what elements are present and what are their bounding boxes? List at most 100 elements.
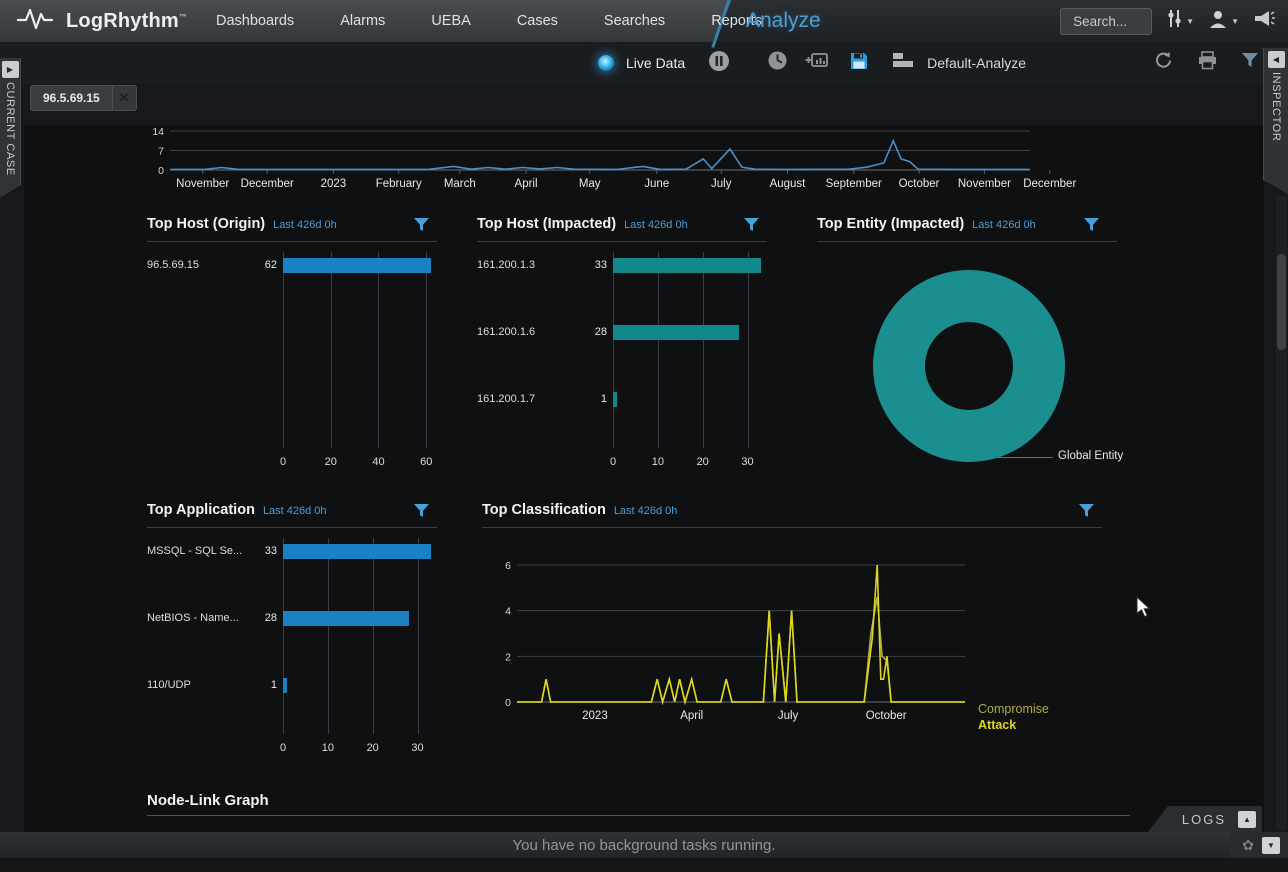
bar-category-label: 161.200.1.6 bbox=[477, 326, 536, 338]
axis-tick-label: 60 bbox=[420, 456, 433, 468]
sliders-icon bbox=[1166, 8, 1183, 34]
x-tick-label: May bbox=[579, 178, 601, 190]
expand-left-icon[interactable]: ◀ bbox=[1268, 51, 1285, 68]
filter-icon[interactable] bbox=[1084, 218, 1099, 237]
gridline bbox=[702, 252, 704, 448]
widget-title: Top Entity (Impacted) bbox=[817, 216, 965, 232]
announcements-button[interactable] bbox=[1253, 9, 1276, 33]
close-icon[interactable]: ✕ bbox=[111, 86, 136, 110]
time-range-button[interactable] bbox=[767, 50, 788, 76]
bar-plot-area bbox=[283, 252, 431, 448]
megaphone-icon bbox=[1253, 9, 1276, 33]
live-data-toggle[interactable]: Live Data bbox=[598, 55, 685, 71]
filter-icon[interactable] bbox=[414, 504, 429, 523]
refresh-button[interactable] bbox=[1154, 51, 1173, 75]
widget-top-classification: Top Classification Last 426d 0h 0 2 4 6 2023… bbox=[482, 502, 1102, 757]
background-tasks-message: You have no background tasks running. bbox=[512, 836, 776, 854]
donut-slice-label: Global Entity bbox=[1058, 450, 1124, 462]
expand-up-icon[interactable]: ▲ bbox=[1238, 810, 1256, 828]
search-input[interactable]: Search... bbox=[1060, 7, 1153, 35]
nav-item-dashboards[interactable]: Dashboards bbox=[216, 13, 295, 29]
dashboard-toolbar: Live Data bbox=[0, 42, 1288, 84]
bar-plot-area bbox=[613, 252, 761, 448]
nav-item-searches[interactable]: Searches bbox=[603, 13, 666, 29]
widget-header: Top Host (Impacted) Last 426d 0h bbox=[477, 216, 767, 242]
time-range-label: Last 426d 0h bbox=[273, 219, 337, 231]
vertical-scrollbar[interactable] bbox=[1276, 196, 1287, 830]
time-range-label: Last 426d 0h bbox=[613, 505, 678, 517]
logo[interactable]: LogRhythm™ bbox=[16, 0, 187, 42]
x-tick-label: November bbox=[176, 178, 229, 190]
widget-header: Top Classification Last 426d 0h bbox=[482, 502, 1102, 528]
nav-item-analyze-active[interactable]: Analyze bbox=[746, 9, 821, 32]
background-tasks-bar: You have no background tasks running. bbox=[0, 832, 1288, 858]
legend-item-attack[interactable]: Attack bbox=[978, 718, 1017, 732]
line-chart[interactable]: 0 2 4 6 2023 April July October bbox=[482, 536, 1102, 748]
nav-item-reports[interactable]: Reports bbox=[711, 13, 762, 29]
filter-icon[interactable] bbox=[744, 218, 759, 237]
donut-chart[interactable] bbox=[873, 270, 1065, 462]
add-widget-button[interactable] bbox=[805, 51, 829, 75]
user-icon bbox=[1208, 9, 1228, 34]
nav-item-alarms[interactable]: Alarms bbox=[340, 13, 386, 29]
axis-tick-label: 30 bbox=[741, 456, 754, 468]
logs-corner-controls: ✿ ▼ bbox=[1230, 832, 1288, 858]
x-axis: 0 20 40 60 bbox=[280, 456, 433, 472]
current-case-label: CURRENT CASE bbox=[4, 82, 16, 176]
filter-button[interactable] bbox=[1242, 53, 1258, 73]
series-line bbox=[517, 596, 965, 706]
print-button[interactable] bbox=[1197, 51, 1218, 75]
bar[interactable] bbox=[283, 544, 431, 559]
bar[interactable] bbox=[613, 325, 739, 340]
x-tick-label: October bbox=[866, 710, 907, 722]
inspector-label: INSPECTOR bbox=[1270, 72, 1282, 142]
logs-panel-tab[interactable]: LOGS ▲ bbox=[1148, 806, 1262, 832]
layout-grid-icon bbox=[893, 53, 915, 73]
x-tick-label: August bbox=[770, 178, 807, 190]
bar[interactable] bbox=[613, 258, 761, 273]
toolbar-center-group: Live Data bbox=[598, 42, 1026, 84]
bar[interactable] bbox=[283, 678, 288, 693]
y-tick-label: 2 bbox=[505, 651, 511, 663]
save-layout-button[interactable] bbox=[849, 51, 869, 76]
user-menu-button[interactable]: ▼ bbox=[1208, 9, 1239, 34]
y-tick-label: 14 bbox=[152, 126, 164, 138]
bar[interactable] bbox=[283, 611, 409, 626]
widget-header: Top Host (Origin) Last 426d 0h bbox=[147, 216, 437, 242]
nav-item-ueba[interactable]: UEBA bbox=[431, 13, 471, 29]
trademark: ™ bbox=[178, 11, 188, 21]
filter-icon[interactable] bbox=[1079, 504, 1094, 523]
bar-category-label: NetBIOS - Name... bbox=[147, 612, 239, 624]
x-tick-label: November bbox=[958, 178, 1011, 190]
time-range-label: Last 426d 0h bbox=[624, 219, 688, 231]
bar-category-label: 161.200.1.3 bbox=[477, 259, 536, 271]
preferences-menu-button[interactable]: ▼ bbox=[1166, 8, 1194, 34]
bar[interactable] bbox=[613, 392, 618, 407]
gear-icon[interactable]: ✿ bbox=[1242, 836, 1254, 853]
nav-item-cases[interactable]: Cases bbox=[516, 13, 558, 29]
toolbar-right-group bbox=[1154, 42, 1258, 84]
x-axis: 0 10 20 30 bbox=[280, 742, 431, 758]
nav-right-cluster: Search... ▼ bbox=[1060, 0, 1276, 42]
filter-chip[interactable]: 96.5.69.15 ✕ bbox=[30, 85, 137, 111]
series-line bbox=[517, 564, 965, 706]
timeline-chart[interactable]: 0 7 14 November December 2023 February March Apr… bbox=[142, 126, 1092, 190]
expand-right-icon[interactable]: ▶ bbox=[2, 61, 19, 78]
bar[interactable] bbox=[283, 258, 431, 273]
widget-title: Top Application bbox=[147, 502, 255, 518]
inspector-panel-tab[interactable]: ◀ INSPECTOR bbox=[1263, 48, 1288, 194]
legend-item-compromise[interactable]: Compromise bbox=[978, 702, 1049, 716]
filter-icon[interactable] bbox=[414, 218, 429, 237]
x-tick-label: July bbox=[711, 178, 732, 190]
x-tick-label: June bbox=[644, 178, 669, 190]
scrollbar-thumb[interactable] bbox=[1277, 254, 1286, 350]
filter-chip-label: 96.5.69.15 bbox=[43, 91, 100, 105]
axis-tick-label: 20 bbox=[324, 456, 337, 468]
y-tick-label: 7 bbox=[158, 146, 164, 158]
widget-top-host-impacted: Top Host (Impacted) Last 426d 0h 161.200… bbox=[477, 216, 767, 484]
widget-node-link-graph: Node-Link Graph bbox=[147, 792, 1130, 816]
current-case-panel-tab[interactable]: ▶ CURRENT CASE bbox=[0, 58, 21, 198]
layout-selector-button[interactable]: Default-Analyze bbox=[893, 53, 1026, 73]
pause-button[interactable] bbox=[707, 49, 731, 78]
collapse-down-icon[interactable]: ▼ bbox=[1262, 836, 1280, 854]
